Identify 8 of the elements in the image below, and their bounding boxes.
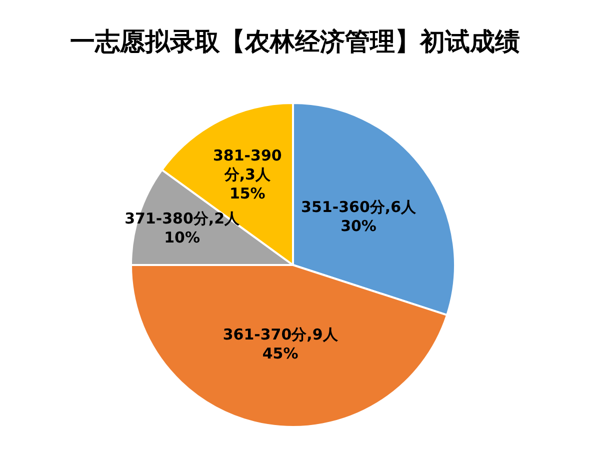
data-label: 30% xyxy=(340,216,376,235)
slice-label: 381-390分,3人 xyxy=(212,146,282,184)
data-label: 15% xyxy=(229,184,266,203)
data-label: 10% xyxy=(164,228,200,247)
slice-label: 361-370分,9人 xyxy=(222,326,339,344)
data-label: 45% xyxy=(262,344,298,363)
slice-label: 351-360分,6人 xyxy=(301,198,418,216)
chart-title: 一志愿拟录取【农林经济管理】初试成绩 xyxy=(70,27,520,56)
